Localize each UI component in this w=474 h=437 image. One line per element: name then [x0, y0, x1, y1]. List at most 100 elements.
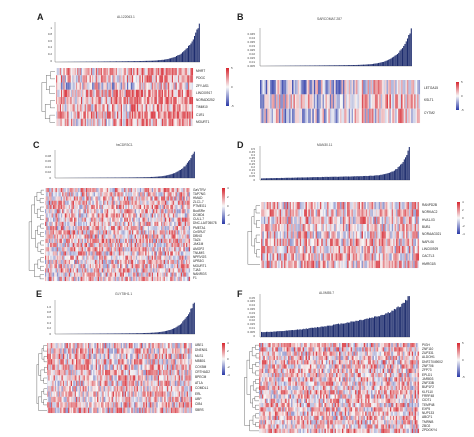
- heatmap-cell: [96, 276, 98, 282]
- heatmap-cell: [112, 238, 114, 244]
- heatmap-cell: [151, 217, 154, 222]
- heatmap-cell: [70, 213, 72, 218]
- heatmap-cell: [99, 111, 101, 119]
- heatmap-cell: [72, 111, 74, 119]
- heatmap-cell: [50, 196, 52, 201]
- heatmap-cell: [129, 68, 131, 76]
- heatmap-cell: [299, 238, 302, 247]
- heatmap-cell: [104, 204, 106, 210]
- heatmap-cell: [288, 209, 290, 217]
- heatmap-cell: [66, 251, 68, 256]
- heatmap-cell: [302, 94, 304, 109]
- heatmap-cell: [162, 264, 164, 269]
- heatmap-cell: [154, 213, 156, 218]
- bar: [381, 174, 383, 180]
- heatmap-cell: [265, 246, 267, 254]
- heatmap-cell: [55, 209, 57, 214]
- heatmap-cell: [56, 234, 59, 239]
- heatmap-cell: [159, 230, 162, 235]
- heatmap-cell: [103, 268, 105, 273]
- heatmap-cell: [116, 247, 118, 252]
- heatmap-cell: [113, 204, 115, 210]
- heatmap-cell: [164, 259, 167, 265]
- heatmap-cell: [174, 238, 176, 244]
- heatmap-cell: [66, 247, 68, 252]
- heatmap-cell: [151, 221, 154, 227]
- heatmap-cell: [166, 217, 168, 222]
- heatmap-cell: [121, 204, 123, 210]
- heatmap-cell: [151, 264, 154, 269]
- heatmap-cell: [265, 216, 267, 225]
- heatmap-cell: [106, 192, 109, 197]
- heatmap-cell: [121, 272, 123, 277]
- heatmap-cell: [182, 192, 184, 197]
- heatmap-cell: [375, 202, 378, 210]
- heatmap-cell: [80, 111, 83, 119]
- heatmap-cell: [161, 230, 163, 235]
- heatmap-cell: [348, 238, 351, 247]
- heatmap-cell: [164, 264, 167, 269]
- heatmap-cell: [121, 209, 123, 214]
- heatmap-cell: [272, 238, 274, 247]
- bar: [126, 177, 128, 178]
- bar: [393, 170, 395, 180]
- heatmap-cell: [306, 202, 309, 210]
- heatmap-cell: [107, 82, 109, 90]
- heatmap-cell: [133, 209, 135, 214]
- heatmap-cell: [398, 209, 401, 217]
- heatmap-cell: [167, 200, 169, 205]
- heatmap-cell: [139, 272, 142, 277]
- heatmap-cell: [379, 94, 381, 109]
- heatmap-cell: [155, 209, 158, 214]
- heatmap-cell: [146, 97, 149, 105]
- heatmap-cell: [173, 104, 175, 112]
- heatmap-cell: [68, 255, 71, 260]
- heatmap-cell: [125, 226, 127, 231]
- heatmap-cell: [100, 242, 102, 248]
- heatmap-cell: [114, 221, 117, 227]
- heatmap-cell: [81, 251, 84, 256]
- heatmap-cell: [161, 204, 163, 210]
- heatmap-cell: [335, 209, 338, 217]
- heatmap-cell: [108, 251, 110, 256]
- heatmap-cell: [47, 230, 50, 235]
- heatmap-cell: [109, 213, 111, 218]
- bar: [405, 41, 407, 66]
- heatmap-cell: [80, 238, 82, 244]
- heatmap-cell: [96, 209, 98, 214]
- heatmap-cell: [122, 209, 125, 214]
- heatmap-cell: [164, 188, 167, 193]
- heatmap-cell: [150, 221, 152, 227]
- heatmap-cell: [95, 221, 97, 227]
- y-tick-label: 0.01: [249, 59, 255, 64]
- heatmap-cell: [117, 221, 119, 227]
- heatmap-cell: [74, 217, 76, 222]
- heatmap-cell: [271, 202, 273, 210]
- heatmap-cell: [286, 80, 288, 95]
- heatmap-cell: [361, 238, 364, 247]
- bar: [270, 178, 273, 180]
- heatmap-cell: [319, 209, 322, 217]
- heatmap-cell: [149, 226, 151, 231]
- heatmap-cell: [96, 238, 98, 244]
- heatmap-cell: [101, 204, 104, 210]
- heatmap-cell: [159, 247, 162, 252]
- heatmap-cell: [59, 97, 62, 105]
- heatmap-cell: [175, 97, 177, 105]
- bar: [336, 65, 338, 66]
- panel-label: D: [237, 140, 244, 150]
- heatmap-cell: [134, 192, 137, 197]
- heatmap-cell: [128, 89, 130, 98]
- bar: [336, 176, 338, 180]
- heatmap-cell: [62, 226, 64, 231]
- heatmap-cell: [299, 224, 302, 232]
- bar: [378, 175, 381, 180]
- bar: [141, 61, 143, 62]
- heatmap-cell: [145, 209, 147, 214]
- heatmap-cell: [406, 224, 408, 232]
- heatmap-cell: [299, 108, 301, 124]
- heatmap-cell: [377, 238, 379, 247]
- heatmap-cell: [101, 276, 104, 282]
- heatmap-cell: [268, 224, 270, 232]
- heatmap-cell: [56, 188, 59, 193]
